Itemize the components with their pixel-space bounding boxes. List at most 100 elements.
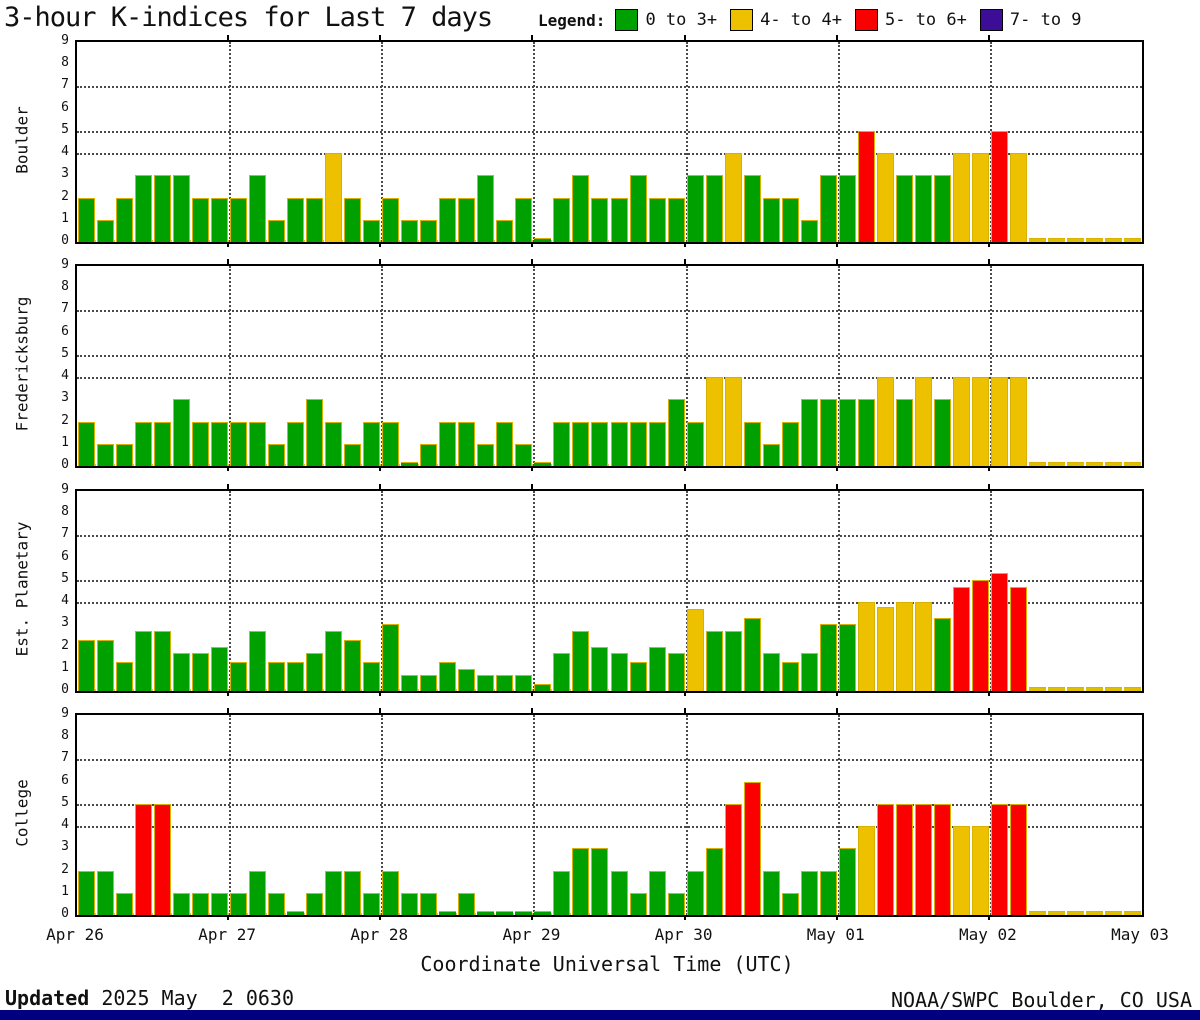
k-bar: [743, 617, 761, 691]
k-bar-nodata: [1066, 687, 1084, 691]
k-bar: [610, 197, 628, 242]
y-tick-label: 2: [61, 412, 69, 428]
k-bar: [211, 646, 229, 691]
k-bar: [648, 421, 666, 466]
k-bar: [838, 848, 856, 915]
k-bar: [914, 377, 932, 466]
k-bar: [211, 421, 229, 466]
day-tick-mark: [835, 691, 838, 696]
y-tick-label: 4: [61, 144, 69, 160]
k-bar: [401, 219, 419, 242]
gridline-y7: [77, 535, 1142, 538]
k-bar: [325, 153, 343, 242]
k-bar: [629, 892, 647, 915]
day-gridline-apr-27: [229, 266, 232, 466]
bottom-border-strip: [0, 1010, 1200, 1020]
k-bar-nodata: [1047, 238, 1065, 242]
k-bar-nodata: [1104, 462, 1122, 466]
k-bar: [781, 421, 799, 466]
day-tick-mark: [987, 242, 990, 247]
day-tick-mark: [227, 691, 230, 696]
k-bar: [287, 421, 305, 466]
gridline-y5: [77, 803, 1142, 806]
k-bar: [135, 631, 153, 691]
k-bar: [363, 421, 381, 466]
k-bar-zero: [534, 462, 552, 466]
k-bar: [914, 803, 932, 915]
k-bar: [325, 421, 343, 466]
k-bar: [534, 684, 552, 691]
day-gridline-apr-28: [381, 715, 384, 915]
day-gridline-apr-29: [533, 715, 536, 915]
day-tick-mark: [531, 915, 534, 920]
k-bar: [572, 175, 590, 242]
k-bar: [268, 892, 286, 915]
panel-college: [75, 713, 1144, 917]
k-bar: [971, 826, 989, 915]
k-bar: [933, 803, 951, 915]
y-tick-label: 1: [61, 434, 69, 450]
y-tick-label: 6: [61, 772, 69, 788]
k-bar: [268, 219, 286, 242]
y-tick-label: 7: [61, 750, 69, 766]
k-bar: [781, 892, 799, 915]
k-bar: [249, 175, 267, 242]
k-bar: [439, 662, 457, 691]
k-bar: [724, 153, 742, 242]
k-bar: [819, 399, 837, 466]
k-bar: [857, 602, 875, 691]
k-bar: [914, 175, 932, 242]
day-tick-mark: [987, 691, 990, 696]
k-bar: [876, 377, 894, 466]
updated-timestamp: Updated 2025 May 2 0630: [5, 986, 294, 1010]
legend-item-label: 7- to 9: [1009, 10, 1082, 30]
legend-item-label: 0 to 3+: [645, 10, 718, 30]
day-tick-mark: [531, 484, 534, 489]
k-bar: [952, 586, 970, 691]
day-tick-mark: [835, 915, 838, 920]
k-bar-zero: [534, 238, 552, 242]
k-bar: [705, 848, 723, 915]
k-bar: [705, 175, 723, 242]
gridline-y7: [77, 759, 1142, 762]
k-bar: [78, 639, 96, 691]
day-gridline-apr-28: [381, 266, 384, 466]
k-bar: [458, 668, 476, 691]
k-bar: [97, 639, 115, 691]
k-bar: [705, 377, 723, 466]
k-bar: [572, 421, 590, 466]
k-bar: [249, 631, 267, 691]
day-tick-mark: [835, 484, 838, 489]
k-bar: [420, 892, 438, 915]
y-tick-label: 4: [61, 593, 69, 609]
k-bar: [249, 870, 267, 915]
x-tick-label-apr-28: Apr 28: [350, 925, 409, 944]
k-bar: [895, 602, 913, 691]
k-bar-nodata: [1123, 462, 1141, 466]
k-bar: [876, 606, 894, 691]
k-bar: [933, 617, 951, 691]
day-tick-mark: [987, 708, 990, 713]
baseline-slot-ticks: [77, 689, 1142, 691]
k-bar: [762, 443, 780, 466]
k-bar: [515, 443, 533, 466]
k-bar: [363, 219, 381, 242]
page-title: 3-hour K-indices for Last 7 days: [4, 2, 493, 33]
k-bar: [154, 175, 172, 242]
k-bar: [591, 848, 609, 915]
baseline-slot-ticks: [77, 240, 1142, 242]
y-tick-label: 8: [61, 504, 69, 520]
gridline-y7: [77, 310, 1142, 313]
k-bar: [116, 662, 134, 691]
k-bar: [667, 892, 685, 915]
y-tick-label: 6: [61, 99, 69, 115]
k-bar: [857, 130, 875, 242]
k-bar: [401, 892, 419, 915]
k-bar-nodata: [1028, 911, 1046, 915]
k-bar: [192, 653, 210, 691]
k-bar: [838, 624, 856, 691]
k-bar: [325, 870, 343, 915]
k-bar-nodata: [1104, 238, 1122, 242]
gridline-y4: [77, 826, 1142, 829]
legend-swatch-icon: [854, 9, 878, 31]
